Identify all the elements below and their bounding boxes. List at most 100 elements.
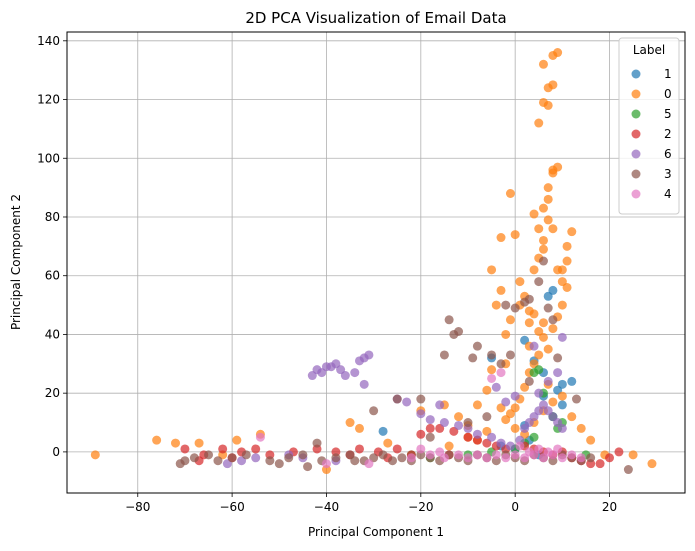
data-point	[505, 188, 515, 198]
data-point	[529, 265, 539, 275]
data-point	[567, 412, 577, 422]
data-point	[553, 353, 563, 363]
data-point	[538, 332, 548, 342]
legend-item-5: 5	[631, 107, 672, 121]
data-point	[586, 435, 596, 445]
data-point	[175, 459, 185, 469]
data-point	[548, 397, 558, 407]
data-point	[567, 227, 577, 237]
data-point	[534, 365, 544, 375]
data-point	[557, 300, 567, 310]
data-point	[510, 450, 520, 460]
data-point	[510, 230, 520, 240]
data-point	[543, 194, 553, 204]
data-point	[524, 376, 534, 386]
data-point	[548, 315, 558, 325]
legend: Label 1 0 5 2 6 3 4	[618, 37, 680, 215]
data-point	[383, 438, 393, 448]
data-point	[425, 423, 435, 433]
data-point	[496, 438, 506, 448]
legend-marker	[631, 109, 641, 119]
data-point	[538, 318, 548, 328]
data-point	[614, 447, 624, 457]
data-point	[90, 450, 100, 460]
data-point	[543, 447, 553, 457]
data-point	[553, 444, 563, 454]
data-point	[213, 456, 223, 466]
data-point	[501, 300, 511, 310]
data-point	[354, 423, 364, 433]
data-point	[557, 265, 567, 275]
data-point	[482, 412, 492, 422]
data-point	[576, 423, 586, 433]
data-point	[180, 444, 190, 454]
data-point	[350, 368, 360, 378]
data-point	[468, 353, 478, 363]
data-point	[354, 444, 364, 454]
data-point	[472, 400, 482, 410]
y-tick-label: 20	[45, 386, 60, 400]
data-point	[321, 459, 331, 469]
data-point	[557, 391, 567, 401]
x-tick-label: −60	[219, 500, 244, 514]
y-tick-label: 0	[52, 445, 60, 459]
data-point	[416, 444, 426, 454]
data-point	[232, 435, 242, 445]
data-point	[491, 300, 501, 310]
data-point	[576, 453, 586, 463]
data-point	[491, 450, 501, 460]
data-point	[392, 394, 402, 404]
data-point	[567, 450, 577, 460]
data-point	[435, 400, 445, 410]
series-6	[222, 332, 567, 469]
legend-label: 5	[664, 107, 672, 121]
data-point	[487, 350, 497, 360]
data-point	[534, 444, 544, 454]
series-4	[255, 368, 586, 469]
data-point	[397, 453, 407, 463]
data-point	[548, 285, 558, 295]
data-point	[529, 432, 539, 442]
data-point	[524, 447, 534, 457]
data-point	[454, 327, 464, 337]
legend-item-3: 3	[631, 167, 672, 181]
data-point	[406, 453, 416, 463]
data-point	[557, 379, 567, 389]
data-point	[543, 215, 553, 225]
data-point	[534, 350, 544, 360]
legend-item-6: 6	[631, 147, 672, 161]
data-point	[463, 418, 473, 428]
data-point	[628, 450, 638, 460]
data-point	[312, 438, 322, 448]
data-point	[392, 444, 402, 454]
y-tick-label: 80	[45, 210, 60, 224]
data-point	[529, 309, 539, 319]
data-point	[284, 453, 294, 463]
legend-label: 3	[664, 167, 672, 181]
data-point	[534, 388, 544, 398]
data-point	[416, 409, 426, 419]
x-tick-label: −80	[125, 500, 150, 514]
data-point	[274, 459, 284, 469]
data-point	[425, 415, 435, 425]
data-point	[496, 368, 506, 378]
data-point	[378, 426, 388, 436]
data-point	[298, 450, 308, 460]
data-point	[472, 450, 482, 460]
points-layer	[90, 48, 657, 475]
data-point	[241, 450, 251, 460]
data-point	[482, 385, 492, 395]
data-point	[416, 394, 426, 404]
data-point	[538, 203, 548, 213]
data-point	[529, 341, 539, 351]
data-point	[496, 285, 506, 295]
data-point	[571, 394, 581, 404]
data-point	[529, 209, 539, 219]
legend-label: 2	[664, 127, 672, 141]
data-point	[553, 368, 563, 378]
y-tick-label: 140	[37, 34, 60, 48]
x-tick-label: −20	[408, 500, 433, 514]
y-tick-label: 40	[45, 327, 60, 341]
legend-marker	[631, 149, 641, 159]
